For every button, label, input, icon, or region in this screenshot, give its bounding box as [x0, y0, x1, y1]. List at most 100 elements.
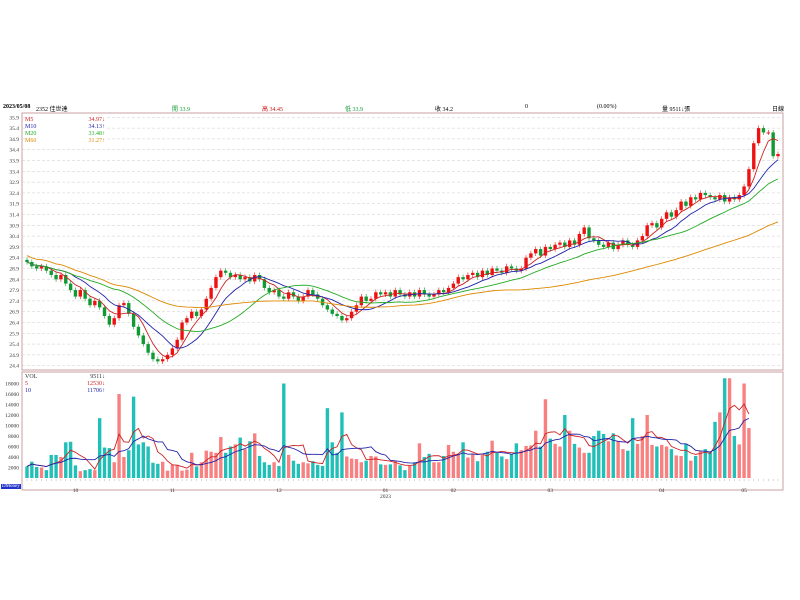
volume-readout: 量 9511↓張	[662, 107, 691, 113]
legend-value: 31.27↑	[88, 138, 106, 144]
candle	[267, 287, 271, 293]
candle	[25, 259, 29, 263]
volume-bar	[408, 465, 412, 478]
candle	[117, 305, 121, 319]
candle	[374, 292, 378, 299]
candle	[490, 268, 494, 275]
candle	[630, 244, 635, 247]
candle	[727, 197, 732, 202]
volume-bar	[311, 461, 315, 478]
y-tick-label: 27.4	[9, 299, 19, 305]
volume-bar	[175, 464, 179, 478]
volume-bar	[68, 441, 73, 478]
y-tick-label: 25.4	[9, 342, 19, 348]
candle	[170, 348, 175, 355]
volume-bar	[495, 452, 499, 478]
volume-bar	[107, 448, 112, 478]
candle	[669, 212, 674, 217]
candle	[674, 210, 678, 217]
y-tick-label: 27.9	[9, 288, 19, 294]
volume-bar	[597, 430, 601, 478]
volume-bar	[379, 464, 383, 478]
y-tick-label: 32.4	[9, 191, 19, 197]
ma60-line	[26, 221, 779, 309]
candle	[650, 223, 654, 226]
y-tick-label: 26.9	[9, 310, 19, 316]
volume-bar	[504, 459, 509, 478]
candle	[253, 274, 257, 282]
vol-tick-label: 12000	[5, 413, 19, 419]
candle	[543, 246, 548, 256]
volume-bar	[316, 464, 320, 478]
candle	[68, 283, 73, 291]
vol-ma5-line	[26, 403, 750, 470]
volume-bar	[664, 446, 669, 478]
volume-bar	[345, 456, 349, 478]
candle	[354, 305, 359, 312]
volume-bar	[272, 462, 276, 478]
volume-bar	[49, 454, 53, 478]
y-tick-label: 29.4	[9, 256, 19, 262]
candle	[349, 311, 354, 319]
candle	[151, 352, 155, 360]
candle	[698, 192, 703, 200]
vol-tick-label: 18000	[5, 382, 19, 388]
volume-bar	[514, 443, 519, 478]
period-selector[interactable]: 日線	[772, 107, 785, 113]
volume-bar	[146, 446, 150, 478]
volume-bar	[601, 433, 606, 478]
candle	[606, 242, 611, 247]
ma10-line	[26, 159, 779, 349]
candle	[97, 300, 102, 308]
high-price: 高 34.45	[262, 107, 284, 113]
candle	[766, 132, 771, 134]
candle	[383, 292, 388, 295]
candle	[175, 339, 179, 349]
candle	[495, 268, 499, 271]
volume-bar	[432, 462, 436, 478]
candle	[379, 292, 383, 295]
candle	[359, 296, 364, 306]
candle	[742, 186, 746, 196]
volume-bar	[306, 463, 310, 478]
candle	[718, 195, 722, 200]
volume-bar	[534, 430, 538, 478]
legend-row: VOL 9511↓	[25, 374, 105, 381]
volume-bar	[364, 460, 368, 478]
vol-tick-label: 6000	[8, 445, 19, 451]
y-tick-label: 32.9	[9, 180, 19, 186]
y-tick-label: 28.9	[9, 266, 19, 272]
candle	[185, 318, 189, 323]
volume-bar	[54, 454, 58, 478]
candle	[39, 266, 44, 269]
volume-bar	[606, 441, 611, 478]
candle	[34, 266, 39, 269]
volume-bar	[645, 415, 649, 478]
volume-bar	[359, 462, 364, 478]
volume-bar	[693, 455, 698, 478]
candle	[93, 300, 97, 306]
volume-bar	[141, 442, 145, 478]
volume-bar	[567, 430, 572, 478]
candle	[592, 238, 596, 241]
volume-bar	[204, 450, 208, 478]
candle	[54, 274, 58, 280]
candle	[684, 201, 688, 206]
dmoney-badge[interactable]: DMoney	[1, 484, 21, 489]
vol-tick-label: 4000	[8, 455, 19, 461]
y-tick-label: 31.4	[9, 213, 19, 219]
volume-bar	[194, 466, 199, 478]
volume-bar	[417, 443, 422, 478]
price-legend: M5 34.97↓ M10 34.13↑ M20 33.48↑ M60 31.27↑	[25, 117, 105, 145]
volume-bar	[412, 462, 417, 478]
volume-bar	[723, 378, 727, 478]
volume-bar	[626, 450, 630, 478]
volume-bar	[190, 452, 194, 478]
y-tick-label: 25.9	[9, 331, 19, 337]
candle	[432, 294, 436, 297]
candle	[582, 227, 586, 234]
volume-bar	[737, 444, 741, 478]
volume-bar	[611, 433, 615, 478]
vol-tick-label: 16000	[5, 392, 19, 398]
